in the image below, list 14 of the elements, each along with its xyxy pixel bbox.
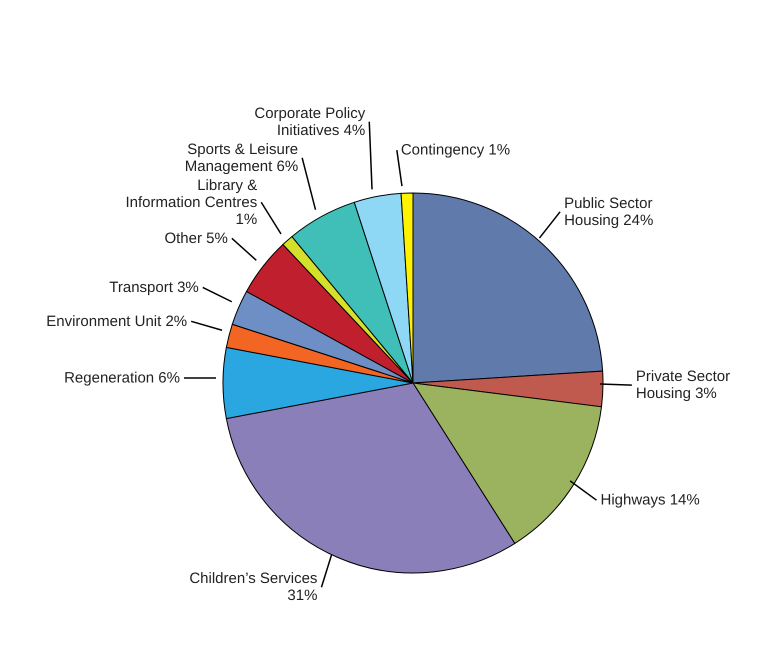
slice-label: Corporate Policy Initiatives 4% bbox=[254, 104, 366, 139]
data-label: 31% bbox=[287, 587, 318, 604]
slice-label: Highways 14% bbox=[600, 492, 700, 509]
data-label: 1% bbox=[236, 210, 258, 228]
slice-label: Library & Information Centres bbox=[125, 176, 258, 211]
slice-label: Environment Unit 2% bbox=[46, 312, 188, 330]
slice-label: Public Sector Housing 24% bbox=[564, 194, 654, 229]
slice-label: Children’s Services bbox=[189, 570, 318, 588]
slice-label: Transport 3% bbox=[109, 278, 199, 296]
slice-label: Contingency 1% bbox=[400, 142, 510, 159]
slice-label: Regeneration 6% bbox=[64, 370, 180, 386]
slice-label: Other 5% bbox=[164, 230, 228, 247]
slice-label: Private Sector Housing 3% bbox=[636, 368, 730, 402]
slice-label: Sports & Leisure Management 6% bbox=[184, 140, 298, 175]
